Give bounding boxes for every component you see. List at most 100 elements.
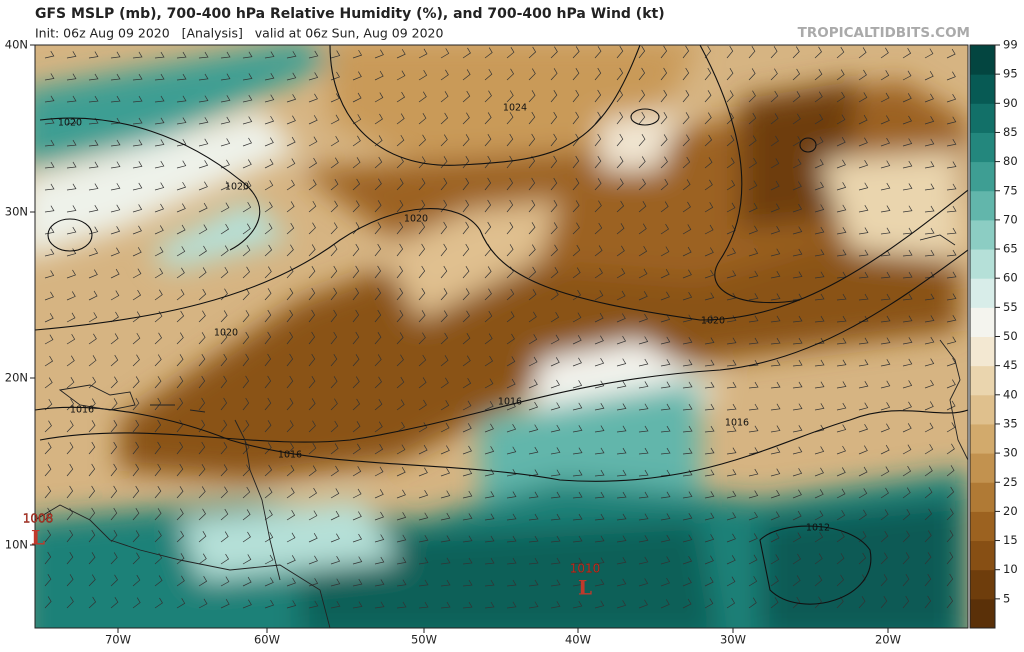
wind-barb [748,157,758,169]
wind-barb [286,398,294,411]
wind-barb [264,331,272,345]
wind-barb [924,336,935,345]
wind-barb [242,554,252,565]
wind-barb [748,180,758,191]
wind-barb [44,442,52,455]
wind-barb [44,507,52,521]
wind-barb [264,375,272,389]
wind-barb [462,579,473,587]
wind-barb [660,314,671,323]
wind-barb [528,356,538,367]
wind-barb [792,510,802,521]
wind-barb [528,535,539,543]
wind-barb [770,489,781,499]
wind-barb [704,247,714,257]
wind-barb [242,73,253,81]
wind-barb [66,117,77,125]
wind-barb [880,337,891,345]
wind-barb [550,289,559,301]
wind-barb [242,266,250,279]
wind-barb [748,112,757,125]
wind-barb [836,159,846,169]
wind-barb [352,265,360,279]
wind-barb [286,72,297,81]
wind-barb [902,205,913,213]
colorbar-label: 65 [1003,242,1018,256]
wind-barb [418,332,426,345]
wind-barb [66,183,77,191]
wind-barb [770,226,781,235]
colorbar-swatch [970,540,995,571]
wind-barb [374,421,383,433]
wind-barb [154,268,164,279]
wind-barb [770,271,781,279]
wind-barb [946,465,955,477]
wind-barb [484,47,493,59]
wind-barb [858,271,869,279]
wind-barb [418,579,429,587]
wind-barb [704,359,715,367]
wind-barb [638,134,646,147]
wind-barb [132,463,140,477]
wind-barb [220,332,228,345]
wind-barb [198,397,206,411]
wind-barb [638,535,649,543]
wind-barb [814,46,822,59]
isobar-label: 1016 [498,397,522,408]
wind-barb [352,92,362,103]
colorbar-label: 90 [1003,96,1018,110]
wind-barb [220,599,230,609]
wind-barb [308,115,318,125]
wind-barb [902,574,910,587]
wind-barb [704,224,714,235]
wind-barb [484,333,493,345]
wind-barb [352,135,361,147]
wind-barb [792,337,803,345]
wind-barb [286,532,296,543]
wind-barb [572,312,582,323]
wind-barb [176,486,184,499]
wind-barb [44,248,55,257]
wind-barb [66,226,77,235]
wind-barb [528,446,539,455]
wind-barb [616,403,627,411]
wind-barb [374,466,384,477]
wind-barb [264,266,272,279]
wind-barb [308,533,318,543]
wind-barb [132,574,141,587]
wind-barb [418,490,429,499]
wind-barb [44,270,55,279]
wind-barb [616,313,626,323]
wind-barb [660,336,671,345]
wind-barb [572,402,583,411]
wind-barb [814,91,823,103]
wind-barb [462,112,470,125]
wind-barb [550,424,561,433]
wind-barb [880,70,890,81]
wind-barb [572,425,583,433]
wind-barb [836,293,847,301]
wind-barb [308,136,318,147]
wind-barb [264,442,272,455]
lon-label: 30W [720,633,746,647]
wind-barb [308,266,316,279]
colorbar-label: 99 [1003,38,1018,52]
wind-barb [572,46,580,59]
wind-barb [638,556,649,565]
wind-barb [462,221,470,235]
wind-barb [110,463,118,477]
wind-barb [88,333,97,345]
wind-barb [132,419,140,433]
wind-barb [154,441,162,455]
wind-barb [726,247,736,257]
map-frame [34,44,969,629]
isobar-label: 1016 [725,418,749,429]
lat-label: 30N [5,205,28,219]
lon-label: 60W [254,633,280,647]
wind-barb [836,249,847,257]
wind-barb [858,423,869,433]
wind-barb [594,447,605,455]
wind-barb [616,335,627,345]
wind-barb [682,337,693,345]
wind-barb [638,246,648,257]
